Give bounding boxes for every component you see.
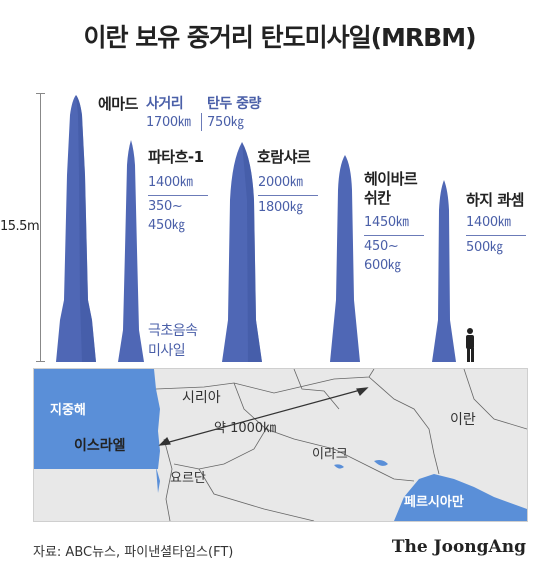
missile-khorramshahr xyxy=(222,142,262,362)
name-line-2: 쉬칸 xyxy=(364,189,391,207)
map-label-persian-gulf: 페르시아만 xyxy=(404,495,464,510)
missile-warhead-fattah-1: 350~ xyxy=(148,199,183,214)
missile-warhead-fattah-2: 450㎏ xyxy=(148,218,185,233)
note-line-2: 미사일 xyxy=(148,343,186,359)
missile-stats-khorramshahr: 2000㎞ 1800㎏ xyxy=(258,172,318,219)
mediterranean-shape xyxy=(34,369,160,469)
scale-bar xyxy=(40,93,41,361)
header-warhead: 탄두 중량 xyxy=(207,96,261,112)
map-label-israel: 이스라엘 xyxy=(74,438,126,454)
map-label-distance: 약 1000㎞ xyxy=(214,421,277,436)
map-shapes xyxy=(34,369,527,521)
brand-logo: The JoongAng xyxy=(391,537,526,557)
missile-range-fattah: 1400㎞ xyxy=(148,175,193,190)
missile-warhead-haj-qasem: 500㎏ xyxy=(466,240,503,255)
missile-name-kheibar: 헤이바르 쉬칸 xyxy=(364,170,418,208)
scale-label: 15.5m xyxy=(0,219,40,234)
missile-range-emad: 1700㎞ xyxy=(146,115,191,130)
source-credit: 자료: ABC뉴스, 파이낸셜타임스(FT) xyxy=(33,545,234,560)
missile-name-fattah: 파타흐-1 xyxy=(148,148,204,166)
scale-tick-bottom xyxy=(36,361,45,362)
missile-emad xyxy=(56,95,96,362)
missiles-graphic xyxy=(56,95,474,362)
map-label-jordan: 요르단 xyxy=(170,471,206,486)
missile-kheibar xyxy=(330,155,360,362)
header-range: 사거리 xyxy=(146,96,184,112)
map-label-iraq: 이라크 xyxy=(312,447,348,462)
missile-range-khorramshahr: 2000㎞ xyxy=(258,175,303,190)
page-title: 이란 보유 중거리 탄도미사일(MRBM) xyxy=(83,23,476,52)
missile-haj-qasem xyxy=(432,180,456,362)
note-line-1: 극초음속 xyxy=(148,323,198,339)
missile-warhead-kheibar-2: 600㎏ xyxy=(364,258,401,273)
missile-name-emad: 에마드 xyxy=(98,95,138,113)
missile-range-haj-qasem: 1400㎞ xyxy=(466,215,511,230)
missile-range-kheibar: 1450㎞ xyxy=(364,215,409,230)
missile-note-fattah: 극초음속 미사일 xyxy=(148,321,198,361)
missile-warhead-kheibar-1: 450~ xyxy=(364,239,399,254)
human-silhouette-icon xyxy=(466,328,474,362)
scale-tick-top xyxy=(36,93,45,94)
map-label-syria: 시리아 xyxy=(182,390,221,406)
missile-stats-fattah: 1400㎞ 350~ 450㎏ xyxy=(148,172,208,235)
missile-warhead-emad: 750㎏ xyxy=(207,115,244,130)
missile-name-haj-qasem: 하지 콰셈 xyxy=(466,191,524,209)
missile-stats-kheibar: 1450㎞ 450~ 600㎏ xyxy=(364,212,424,275)
map-label-mediterranean: 지중해 xyxy=(50,403,86,418)
name-line-1: 헤이바르 xyxy=(364,170,418,188)
distance-arrow-icon xyxy=(158,387,369,446)
region-map: 시리아 이란 지중해 이스라엘 약 1000㎞ 이라크 요르단 페르시아만 xyxy=(33,368,528,522)
stat-divider xyxy=(201,113,202,131)
missile-warhead-khorramshahr: 1800㎏ xyxy=(258,200,303,215)
persian-gulf-shape xyxy=(394,474,527,521)
missile-stats-haj-qasem: 1400㎞ 500㎏ xyxy=(466,212,526,259)
map-label-iran: 이란 xyxy=(450,412,476,428)
missile-name-khorramshahr: 호람샤르 xyxy=(257,148,311,166)
missile-fattah xyxy=(118,140,144,362)
